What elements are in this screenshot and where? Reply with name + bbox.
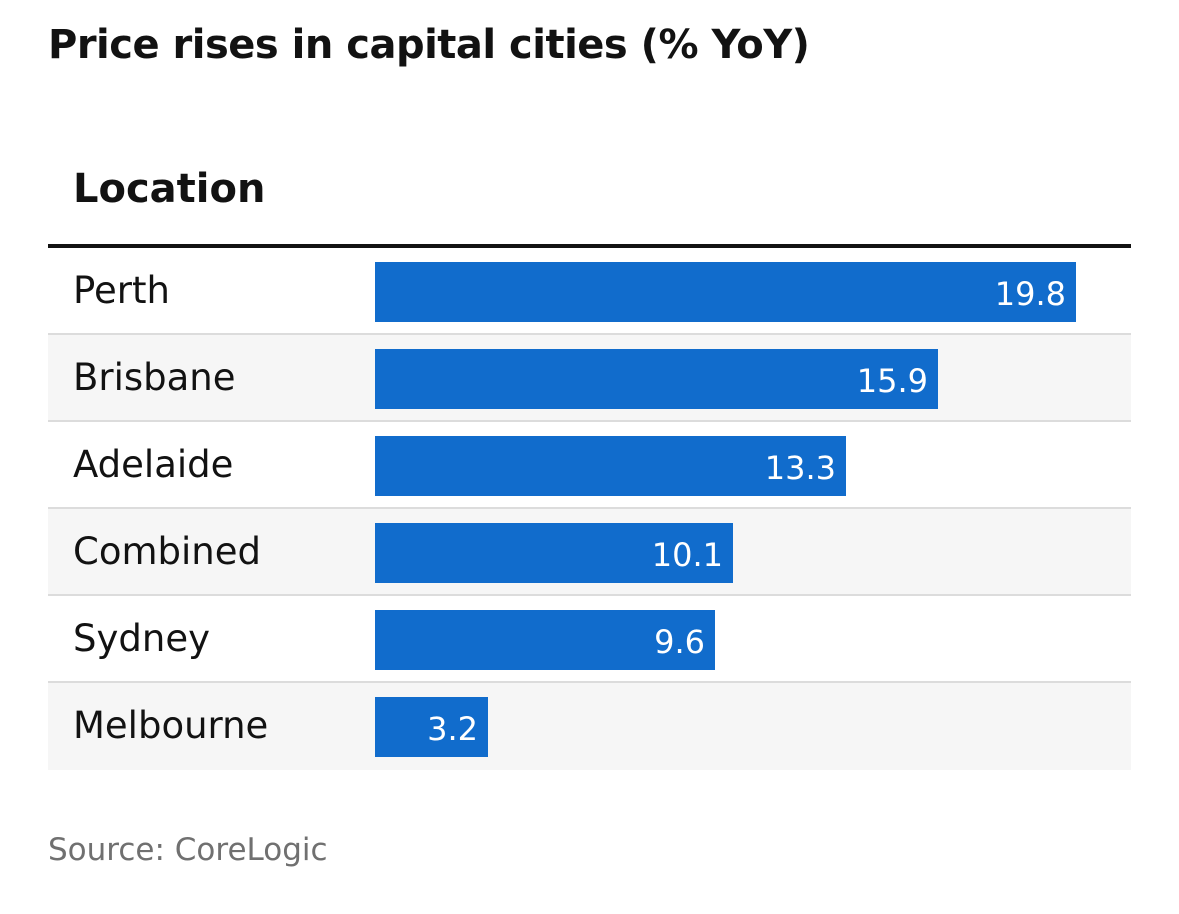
- bar: 3.2: [375, 697, 488, 757]
- table-row: Brisbane 15.9: [48, 335, 1131, 422]
- table-row: Perth 19.8: [48, 248, 1131, 335]
- table-row: Combined 10.1: [48, 509, 1131, 596]
- source-note: Source: CoreLogic: [48, 832, 328, 868]
- bar-value-label: 10.1: [651, 536, 723, 574]
- category-label: Brisbane: [73, 356, 236, 399]
- bar-value-label: 13.3: [764, 449, 836, 487]
- category-label: Perth: [73, 269, 170, 312]
- bar: 13.3: [375, 436, 846, 496]
- category-label: Melbourne: [73, 704, 269, 747]
- bar: 15.9: [375, 349, 938, 409]
- table-row: Sydney 9.6: [48, 596, 1131, 683]
- bar-value-label: 15.9: [856, 362, 928, 400]
- bar: 19.8: [375, 262, 1076, 322]
- column-header-location: Location: [73, 166, 266, 212]
- chart-title: Price rises in capital cities (% YoY): [48, 22, 810, 68]
- bar-value-label: 3.2: [427, 710, 478, 748]
- bar-table: Perth 19.8 Brisbane 15.9 Adelaide 13.3 Combine…: [48, 248, 1131, 770]
- table-row: Adelaide 13.3: [48, 422, 1131, 509]
- category-label: Adelaide: [73, 443, 234, 486]
- category-label: Combined: [73, 530, 261, 573]
- table-row: Melbourne 3.2: [48, 683, 1131, 770]
- category-label: Sydney: [73, 617, 210, 660]
- bar: 9.6: [375, 610, 715, 670]
- bar: 10.1: [375, 523, 733, 583]
- bar-value-label: 19.8: [994, 275, 1066, 313]
- bar-value-label: 9.6: [654, 623, 705, 661]
- header-rule: [48, 244, 1131, 248]
